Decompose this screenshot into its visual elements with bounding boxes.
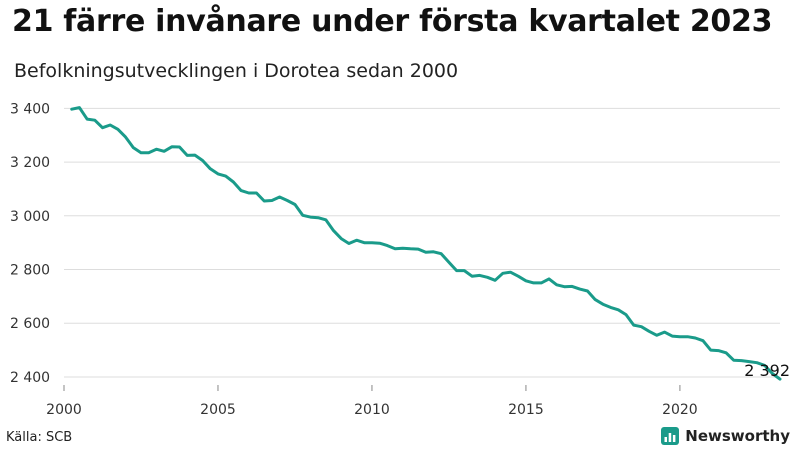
series-line [70, 106, 782, 381]
chart-title: 21 färre invånare under första kvartalet… [12, 4, 773, 39]
y-tick-label: 2 600 [10, 316, 50, 332]
x-tick-label: 2000 [46, 402, 82, 418]
y-tick-label: 2 800 [10, 263, 50, 279]
gridlines [64, 107, 780, 378]
y-tick-label: 2 400 [10, 370, 50, 386]
series-group [70, 106, 782, 381]
chart-subtitle: Befolkningsutvecklingen i Dorotea sedan … [14, 60, 459, 82]
y-tick-label: 3 000 [10, 209, 50, 225]
x-tick-label: 2005 [200, 402, 236, 418]
x-tick-label: 2015 [508, 402, 544, 418]
end-label-group: 2 392 [744, 361, 790, 380]
y-axis-ticks: 2 400 2 600 2 800 3 000 3 200 3 400 [10, 101, 50, 386]
source-note: Källa: SCB [6, 430, 73, 445]
y-tick-label: 3 400 [10, 101, 50, 117]
x-tick-label: 2020 [662, 402, 698, 418]
brand-name: Newsworthy [685, 427, 790, 445]
x-tick-label: 2010 [354, 402, 390, 418]
brand-logo: Newsworthy [661, 427, 790, 445]
end-value-label: 2 392 [744, 361, 790, 380]
x-axis-ticks: 2000 2005 2010 2015 2020 [46, 385, 698, 418]
newsworthy-logo-icon [661, 427, 680, 445]
y-tick-label: 3 200 [10, 155, 50, 171]
